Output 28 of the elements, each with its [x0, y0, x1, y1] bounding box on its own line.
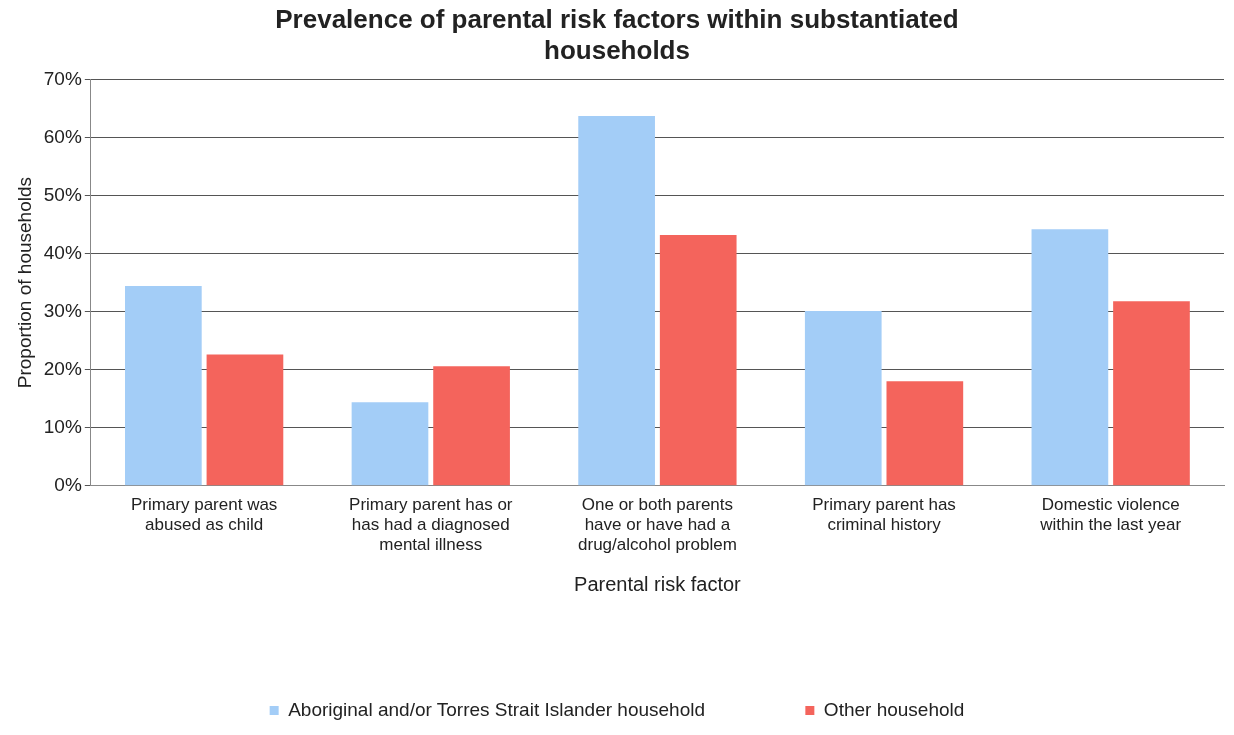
y-tick-label: 70% — [43, 67, 82, 89]
bar — [125, 286, 202, 486]
bar — [804, 311, 882, 486]
bar — [886, 381, 964, 486]
y-tick-label: 20% — [43, 357, 82, 379]
y-tick-label: 40% — [43, 241, 82, 263]
bar — [578, 115, 655, 486]
y-tick-label: 0% — [54, 474, 82, 496]
legend-label: Aboriginal and/or Torres Strait Islander household — [288, 698, 706, 720]
y-tick-label: 60% — [43, 125, 82, 147]
x-tick-label: Primary parent has or has had a diagnosed mental illness — [349, 494, 513, 555]
x-tick-label: Primary parent was abused as child — [130, 494, 278, 535]
chart-title: Prevalence of parental risk factors within substantiated households — [275, 3, 959, 65]
bar — [206, 354, 284, 486]
legend-label: Other household — [823, 698, 965, 720]
y-tick-label: 10% — [43, 415, 82, 437]
x-tick-label: Domestic violence within the last year — [1039, 494, 1182, 535]
y-tick-label: 30% — [43, 299, 82, 321]
bar — [351, 402, 429, 486]
x-tick-label: One or both parents have or have had a drug/alcohol problem — [578, 494, 737, 555]
bar — [433, 366, 510, 486]
bar — [1113, 301, 1190, 486]
bar — [659, 234, 737, 486]
bar — [1031, 229, 1109, 486]
y-tick-label: 50% — [43, 183, 82, 205]
x-axis-title: Parental risk factor — [574, 572, 742, 595]
y-axis-title: Proportion of households — [13, 176, 35, 389]
x-tick-label: Primary parent has criminal history — [812, 494, 956, 535]
